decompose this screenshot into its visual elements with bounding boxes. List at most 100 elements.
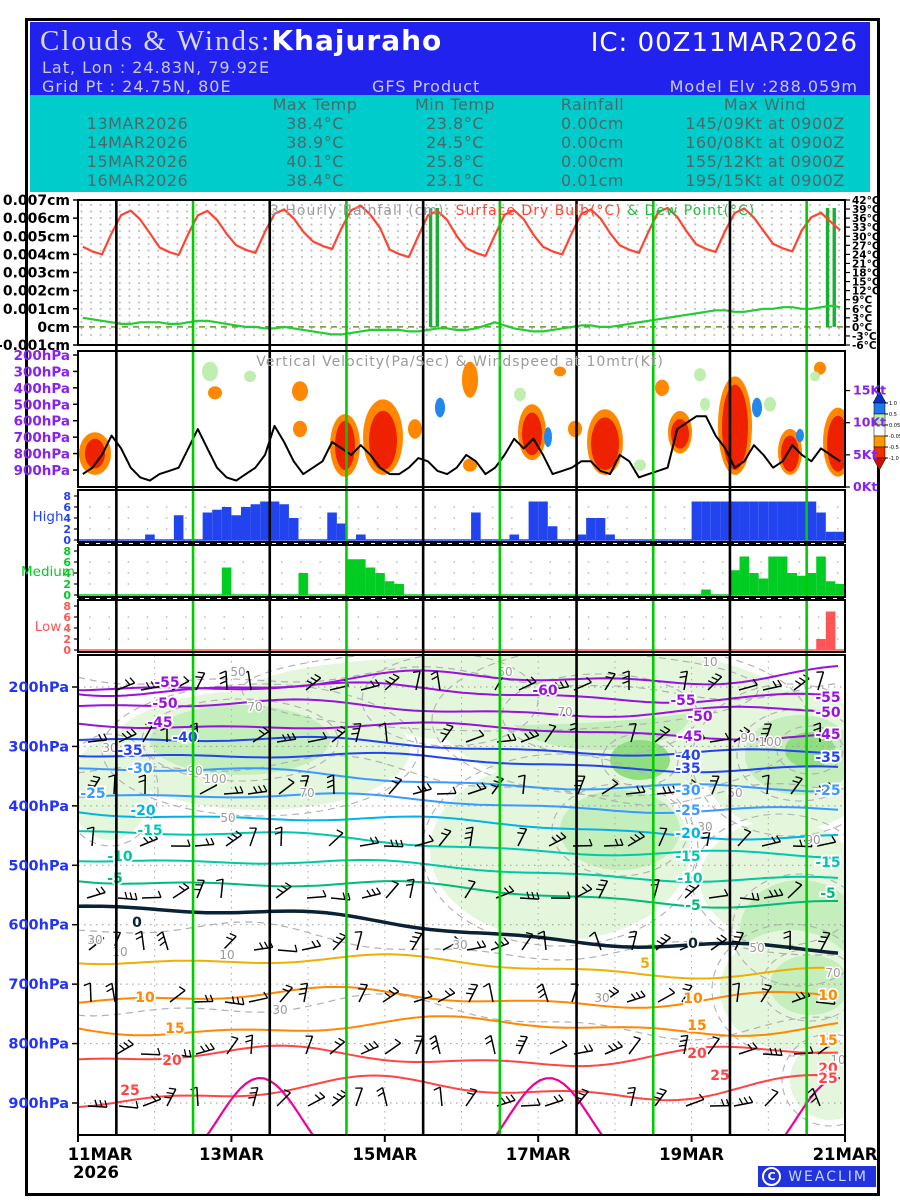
table-cell: 0.01cm [560,171,624,190]
model-elevation: Model Elv :288.059m [669,77,858,96]
tick-label: 70 [825,966,840,980]
temp-contour [78,953,839,980]
rain-bar [832,208,836,327]
tick-label: 70 [299,786,314,800]
tick-label: -15 [137,823,162,839]
surface-panel-title: 3 Hourly Rainfall (cm): Surface Dry Bulb… [270,203,755,219]
tick-label: 50 [230,665,245,679]
cloud-bar [346,559,357,595]
vv-level-label: 500hPa [14,397,70,413]
cloud-bar [298,573,309,595]
temp-contour [78,830,839,860]
vv-blob [85,438,105,469]
cloud-axis-label: 8 [63,490,71,503]
pressure-level-label: 400hPa [8,799,69,815]
lat-lon: Lat, Lon : 24.83N, 79.92E [42,58,271,77]
rain-axis-label: 0.001cm [3,302,70,318]
vv-blob [554,366,566,377]
tick-label: 25 [120,1083,139,1099]
temp-axis-label: 27°C [852,240,880,252]
table-cell: 0.00cm [560,152,624,171]
vv-level-label: 400hPa [14,381,70,397]
tick-label: -60 [532,683,558,699]
cloud-bar [586,518,596,540]
vv-blob [293,420,307,438]
cloud-bar [221,507,232,540]
cloud-panels [78,490,845,652]
cloud-bar [749,501,759,540]
cloud-bar [777,501,788,540]
pressure-level-label: 900hPa [8,1096,69,1112]
cloud-bar [327,512,337,540]
cloud-bar [729,501,740,540]
surface-panel [78,200,845,345]
cloud-bar [720,501,730,540]
tick-label: 10 [818,988,838,1004]
cloud-panel-label: Medium [21,564,75,580]
cloud-bar [768,556,778,595]
outer-frame [25,18,880,1196]
cloud-axis-label: 8 [63,600,71,613]
cloud-bar [288,518,299,540]
tick-label: 1.0 [889,401,897,407]
cloud-bar [173,515,184,540]
vv-blob [764,396,776,412]
tick-label: 5 [640,956,650,972]
cloud-bar [356,559,366,595]
tick-label: 0 [132,915,142,931]
table-cell: 40.1°C [286,152,344,171]
tick-label: -40 [675,748,701,764]
cloud-bar [547,526,558,540]
humidity-patch [790,1040,845,1120]
cloud-axis-label: 6 [63,611,71,624]
cloud-axis-label: 2 [63,523,71,536]
pressure-level-label: 600hPa [8,918,69,934]
day-lines [115,200,808,1135]
rain-axis-label: 0cm [37,320,70,336]
cloud-axis-label: 4 [63,622,71,635]
cloud-bar [806,573,817,595]
cloud-bar [538,501,548,540]
x-tick-label: 17MAR [506,1145,571,1164]
header: Clouds & Winds:Khajuraho IC: 00Z11MAR202… [30,22,870,96]
cloud-bar [797,575,807,595]
vv-level-label: 600hPa [14,414,70,430]
tick-label: -50 [687,709,713,725]
cloud-bar [835,584,845,595]
table-cell: 15MAR2026 [86,152,189,171]
tick-label: -5 [820,886,836,902]
cloud-bar [777,556,788,595]
axis-labels: 0.007cm 0.006cm 0.005cm 0.004cm 0.003cm 0.002… [0,193,886,1182]
temp-axis-label: 0°C [852,322,873,334]
table-cell: 0.00cm [560,133,624,152]
grid-point: Grid Pt : 24.75N, 80E [42,77,232,96]
temp-axis-label: 6°C [852,304,873,316]
temp-axis-label: 39°C [852,204,880,216]
tick-label: 90 [805,833,820,847]
temp-contour [78,721,839,741]
x-tick-label: 13MAR [199,1145,264,1164]
rain-bar [435,208,440,327]
cloud-bar [145,534,155,540]
vv-colorbar: 1.0 0.5 0.05 -0.05 -0.5 -1.0 [872,390,900,471]
wind-axis-label: 0Kt [853,479,877,494]
tick-label: 25 [710,1068,729,1084]
wind-axis-label: 15Kt [853,383,886,398]
vv-blob [208,386,222,400]
cloud-bar [691,501,702,540]
cloud-axis-label: 2 [63,633,71,646]
tick-label: 20 [818,1061,838,1077]
forecast-table: Max Temp Min Temp Rainfall Max Wind 13MAR202… [30,95,870,192]
tick-label: -30 [127,761,153,777]
vv-blob [810,371,820,382]
tick-label: 20 [687,1046,707,1062]
cloud-bar [375,573,385,595]
tick-label: 10 [683,991,703,1007]
table-cell: 155/12Kt at 0900Z [685,152,845,171]
tick-label: -45 [147,715,172,731]
tick-label: -35 [815,750,840,766]
temp-axis-label: 15°C [852,277,880,289]
cloud-bar [787,501,798,540]
series-line [82,304,841,336]
tick-label: -15 [815,855,840,871]
